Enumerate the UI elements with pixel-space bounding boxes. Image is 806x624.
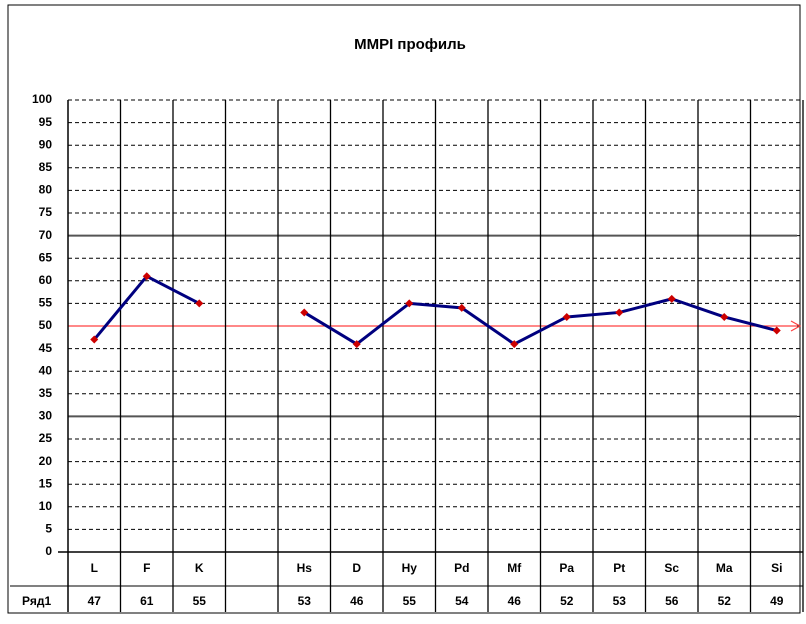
data-table-value: 49	[770, 594, 784, 608]
data-table-value: 55	[403, 594, 417, 608]
data-table-value: 61	[140, 594, 154, 608]
chart-title: MMPI профиль	[354, 36, 466, 53]
marker	[510, 340, 519, 349]
data-table-value: 54	[455, 594, 469, 608]
y-tick-label: 40	[39, 363, 53, 377]
y-tick-label: 45	[39, 341, 53, 355]
marker	[195, 299, 204, 308]
x-tick-label: Pa	[559, 561, 574, 575]
x-tick-label: D	[352, 561, 361, 575]
y-tick-label: 60	[39, 273, 53, 287]
data-table-value: 55	[193, 594, 207, 608]
data-table-value: 46	[350, 594, 364, 608]
x-tick-label: K	[195, 561, 204, 575]
y-tick-label: 85	[39, 160, 53, 174]
legend-label: Ряд1	[22, 594, 51, 608]
y-tick-label: 15	[39, 476, 53, 490]
x-tick-label: Ma	[716, 561, 733, 575]
y-tick-label: 35	[39, 386, 53, 400]
y-tick-label: 10	[39, 499, 53, 513]
y-tick-label: 30	[39, 409, 53, 423]
y-tick-label: 50	[39, 318, 53, 332]
marker	[615, 308, 624, 317]
y-tick-label: 0	[45, 544, 52, 558]
marker	[562, 312, 571, 321]
marker	[405, 299, 414, 308]
marker	[352, 340, 361, 349]
marker	[300, 308, 309, 317]
marker	[90, 335, 99, 344]
y-tick-label: 55	[39, 296, 53, 310]
data-table-value: 53	[298, 594, 312, 608]
y-tick-label: 70	[39, 228, 53, 242]
x-tick-label: Hs	[297, 561, 313, 575]
data-table-value: 53	[613, 594, 627, 608]
data-table-value: 52	[718, 594, 732, 608]
y-tick-label: 100	[32, 92, 52, 106]
x-tick-label: F	[143, 561, 150, 575]
y-tick-label: 95	[39, 115, 53, 129]
y-tick-label: 20	[39, 454, 53, 468]
reference-arrow	[790, 320, 802, 332]
marker	[720, 312, 729, 321]
marker	[667, 294, 676, 303]
y-tick-label: 5	[45, 522, 52, 536]
y-tick-label: 80	[39, 183, 53, 197]
x-tick-label: L	[91, 561, 98, 575]
y-tick-label: 90	[39, 137, 53, 151]
marker	[772, 326, 781, 335]
x-tick-label: Mf	[507, 561, 522, 575]
y-tick-label: 65	[39, 250, 53, 264]
x-tick-label: Pt	[613, 561, 625, 575]
x-tick-label: Si	[771, 561, 782, 575]
x-tick-label: Sc	[664, 561, 679, 575]
data-table-value: 47	[88, 594, 102, 608]
y-tick-label: 75	[39, 205, 53, 219]
marker	[457, 303, 466, 312]
marker	[142, 272, 151, 281]
x-tick-label: Pd	[454, 561, 469, 575]
data-table-value: 52	[560, 594, 574, 608]
x-tick-label: Hy	[402, 561, 418, 575]
data-table-value: 46	[508, 594, 522, 608]
data-table-value: 56	[665, 594, 679, 608]
y-tick-label: 25	[39, 431, 53, 445]
